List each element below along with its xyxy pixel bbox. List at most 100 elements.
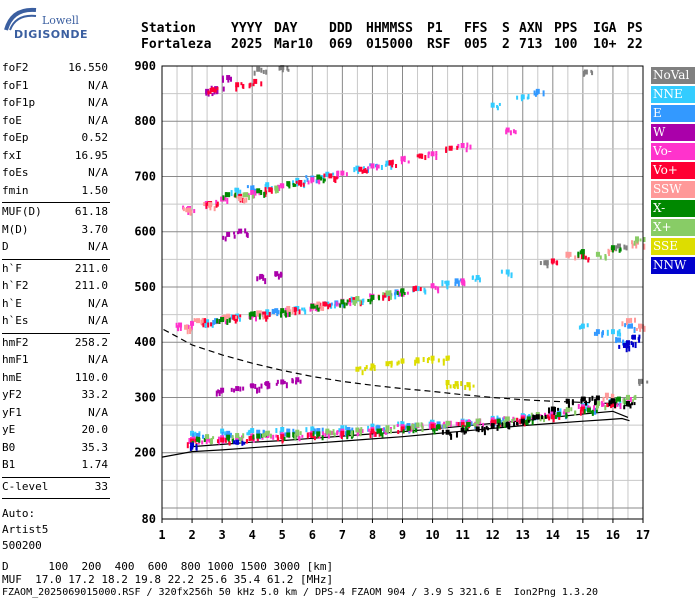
trace-speckle: [340, 433, 343, 439]
trace-speckle: [513, 422, 516, 427]
series-vo+: [186, 78, 617, 449]
trace-speckle: [360, 429, 363, 435]
trace-speckle: [204, 323, 207, 329]
trace-speckle: [444, 280, 447, 284]
curve-extraordinary-trace: [192, 410, 629, 448]
trace-speckle: [553, 410, 556, 415]
trace-speckle: [449, 432, 452, 437]
trace-point: [625, 400, 630, 406]
trace-speckle: [396, 291, 399, 296]
y-tick-label: 900: [134, 59, 156, 73]
trace-speckle: [276, 434, 279, 441]
trace-speckle: [483, 430, 486, 436]
trace-speckle: [298, 309, 301, 315]
trace-speckle: [621, 321, 624, 327]
trace-speckle: [179, 326, 182, 331]
trace-speckle: [235, 315, 238, 319]
trace-speckle: [215, 89, 218, 95]
trace-point: [352, 297, 357, 303]
trace-speckle: [381, 432, 384, 438]
param-value: N/A: [88, 96, 108, 109]
param-h`F: h`F 211.0: [2, 262, 108, 276]
trace-speckle: [543, 260, 546, 266]
trace-point: [370, 163, 375, 169]
trace-speckle: [345, 172, 348, 177]
trace-speckle: [457, 280, 460, 287]
param-key: MUF(D): [2, 205, 42, 218]
param-key: yE: [2, 423, 16, 436]
trace-speckle: [367, 166, 370, 170]
trace-speckle: [257, 311, 260, 317]
trace-speckle: [554, 415, 557, 420]
trace-speckle: [321, 435, 324, 441]
trace-speckle: [414, 359, 417, 366]
trace-point: [340, 299, 345, 305]
x-tick-label: 12: [485, 528, 499, 542]
trace-point: [235, 187, 240, 193]
trace-speckle: [577, 252, 580, 258]
trace-point: [610, 402, 615, 408]
trace-speckle: [533, 90, 536, 96]
trace-speckle: [594, 409, 597, 415]
trace-speckle: [262, 274, 265, 281]
trace-point: [316, 301, 321, 307]
trace-speckle: [405, 424, 408, 429]
trace-speckle: [250, 314, 253, 320]
x-tick-label: 1: [158, 528, 165, 542]
trace-speckle: [296, 181, 299, 187]
trace-speckle: [190, 210, 193, 214]
trace-point: [346, 430, 351, 436]
y-tick-label: 500: [134, 280, 156, 294]
param-c-level: C-level 33: [2, 480, 108, 494]
y-tick-label: 800: [134, 114, 156, 128]
trace-point: [565, 398, 570, 404]
trace-speckle: [502, 420, 505, 427]
header-value-4: 015000: [366, 37, 413, 52]
trace-speckle: [350, 296, 353, 303]
trace-speckle: [579, 250, 582, 255]
x-tick-label: 10: [425, 528, 439, 542]
trace-speckle: [346, 434, 349, 440]
trace-speckle: [569, 251, 572, 257]
trace-speckle: [383, 427, 386, 433]
trace-speckle: [316, 304, 319, 310]
trace-speckle: [639, 327, 642, 332]
trace-speckle: [322, 431, 325, 437]
trace-speckle: [185, 208, 188, 213]
trace-speckle: [522, 421, 525, 426]
trace-speckle: [478, 277, 481, 283]
curve-ordinary-trace: [161, 417, 630, 458]
trace-speckle: [309, 306, 312, 312]
trace-speckle: [295, 307, 298, 312]
trace-speckle: [639, 238, 642, 242]
trace-speckle: [224, 236, 227, 242]
trace-point: [583, 69, 588, 75]
trace-speckle: [297, 182, 300, 186]
trace-speckle: [265, 69, 268, 75]
trace-speckle: [319, 302, 322, 309]
trace-speckle: [606, 394, 609, 400]
trace-speckle: [625, 245, 628, 251]
trace-speckle: [322, 178, 325, 184]
trace-speckle: [450, 145, 453, 149]
trace-speckle: [303, 179, 306, 184]
trace-speckle: [452, 384, 455, 389]
trace-speckle: [474, 422, 477, 428]
trace-speckle: [598, 401, 601, 405]
trace-speckle: [182, 207, 185, 212]
trace-speckle: [233, 316, 236, 321]
trace-speckle: [224, 431, 227, 436]
trace-point: [556, 412, 561, 418]
legend-x+: X+: [651, 219, 695, 236]
trace-speckle: [507, 422, 510, 429]
trace-point: [220, 317, 225, 323]
trace-speckle: [218, 318, 221, 324]
trace-speckle: [586, 402, 589, 408]
trace-speckle: [207, 90, 210, 95]
trace-speckle: [445, 355, 448, 361]
trace-speckle: [445, 381, 448, 386]
trace-speckle: [321, 427, 324, 434]
trace-speckle: [212, 320, 215, 325]
x-tick-label: 2: [188, 528, 195, 542]
trace-speckle: [433, 428, 436, 435]
